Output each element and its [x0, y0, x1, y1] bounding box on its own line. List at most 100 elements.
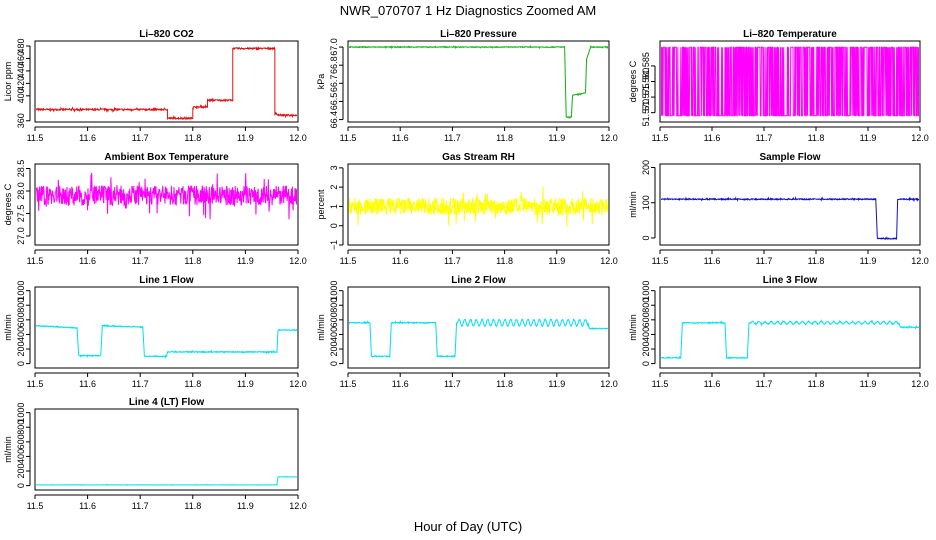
x-tick-label: 11.9 — [237, 256, 254, 266]
y-tick-label: 480 — [16, 38, 26, 53]
y-tick-label: 27.0 — [16, 227, 26, 245]
x-tick-label: 11.6 — [392, 133, 409, 143]
y-tick-label: 66.5 — [329, 93, 339, 111]
y-tick-label: 800 — [641, 298, 651, 313]
x-tick-label: 11.8 — [184, 133, 201, 143]
y-tick-label: 67.0 — [329, 38, 339, 56]
x-tick-label: 12.0 — [289, 133, 307, 143]
x-tick-label: 11.6 — [79, 501, 96, 511]
y-tick-label: 100 — [641, 195, 651, 210]
x-tick-label: 11.8 — [496, 256, 513, 266]
x-tick-label: 12.0 — [289, 256, 307, 266]
plot-frame — [34, 408, 299, 491]
x-tick-label: 11.7 — [444, 133, 461, 143]
panel-title: Line 4 (LT) Flow — [129, 397, 205, 408]
panel-licor_temp: Li–820 Temperature 11.5 11.6 11.7 11.8 11.9 12… — [628, 29, 929, 143]
y-tick-label: 200 — [641, 342, 651, 357]
x-tick-label: 12.0 — [600, 379, 618, 389]
panel-title: Line 2 Flow — [451, 275, 506, 286]
plot-frame — [34, 163, 299, 246]
y-tick-label: 1000 — [329, 281, 339, 301]
y-tick-label: 0 — [329, 223, 339, 228]
y-tick-label: 800 — [16, 420, 26, 435]
y-tick-label: 28.0 — [16, 182, 26, 200]
series-line-pressure — [349, 44, 608, 120]
x-tick-label: 11.7 — [756, 256, 773, 266]
y-tick-label: 600 — [329, 312, 339, 327]
x-tick-label: 11.8 — [184, 379, 201, 389]
x-tick-label: 11.7 — [756, 379, 773, 389]
x-tick-label: 11.9 — [860, 133, 877, 143]
y-tick-label: 0 — [16, 483, 26, 488]
x-tick-label: 11.6 — [79, 133, 96, 143]
y-tick-label: 400 — [16, 88, 26, 103]
y-axis-label: ml/min — [3, 314, 13, 341]
y-tick-label: 0 — [16, 361, 26, 366]
x-tick-label: 11.9 — [548, 256, 565, 266]
y-axis-label: degrees C — [3, 183, 13, 225]
panel-title: Li–820 CO2 — [139, 29, 194, 40]
figure-title: NWR_070707 1 Hz Diagnostics Zoomed AM — [340, 3, 597, 18]
x-tick-label: 12.0 — [289, 379, 307, 389]
y-tick-label: 400 — [329, 327, 339, 342]
series-line-licor_temp — [661, 46, 919, 117]
y-tick-label: 200 — [16, 342, 26, 357]
series-line-sample_flow — [661, 196, 919, 241]
x-tick-label: 11.9 — [237, 501, 254, 511]
panel-ambient: Ambient Box Temperature 11.5 11.6 11.7 11.8 1… — [3, 152, 307, 266]
x-tick-label: 11.6 — [79, 256, 96, 266]
plot-frame — [34, 40, 299, 123]
y-axis-label: kPa — [316, 74, 326, 90]
y-tick-label: 200 — [16, 464, 26, 479]
series-line-ambient — [36, 172, 297, 220]
x-tick-label: 12.0 — [911, 379, 929, 389]
x-tick-label: 12.0 — [289, 501, 307, 511]
y-tick-label: 27.5 — [16, 205, 26, 223]
series-line-line1 — [36, 324, 297, 360]
y-axis-label: ml/min — [628, 314, 638, 341]
y-tick-label: 0 — [329, 361, 339, 366]
y-tick-label: 66.7 — [329, 75, 339, 93]
y-tick-label: 28.5 — [16, 160, 26, 178]
panel-title: Line 1 Flow — [139, 275, 194, 286]
x-tick-label: 11.9 — [237, 379, 254, 389]
panel-co2: Li–820 CO2 11.5 11.6 11.7 11.8 11.9 12.0 360 400… — [3, 29, 307, 143]
panel-line4: Line 4 (LT) Flow 11.5 11.6 11.7 11.8 11.9 12.0… — [3, 397, 307, 511]
y-axis-label: ml/min — [316, 314, 326, 341]
y-tick-label: 600 — [16, 434, 26, 449]
plot-frame — [347, 40, 610, 123]
panel-line1: Line 1 Flow 11.5 11.6 11.7 11.8 11.9 12.0 0 2004… — [3, 275, 307, 389]
y-tick-label: 460 — [16, 51, 26, 66]
y-tick-label: 0 — [641, 235, 651, 240]
y-tick-label: 66.8 — [329, 56, 339, 74]
y-tick-label: 400 — [641, 327, 651, 342]
y-tick-label: 600 — [641, 312, 651, 327]
y-axis-label: ml/min — [3, 436, 13, 463]
x-tick-label: 11.7 — [132, 256, 149, 266]
x-tick-label: 11.9 — [860, 256, 877, 266]
x-tick-label: 11.5 — [340, 256, 357, 266]
x-tick-label: 11.8 — [184, 256, 201, 266]
series-line-line3 — [661, 319, 919, 360]
series-line-rh — [349, 186, 608, 227]
y-tick-label: 360 — [16, 113, 26, 128]
y-axis-label: degrees C — [628, 60, 638, 102]
y-tick-label: 3 — [329, 165, 339, 170]
panel-sample_flow: Sample Flow 11.5 11.6 11.7 11.8 11.9 12.0 0 100 2… — [628, 152, 929, 266]
panel-rh: Gas Stream RH 11.5 11.6 11.7 11.8 11.9 12.0 −1 0… — [316, 152, 618, 266]
x-tick-label: 11.5 — [27, 133, 44, 143]
series-line-line4 — [36, 475, 297, 486]
x-tick-label: 11.5 — [340, 133, 357, 143]
x-tick-label: 11.5 — [27, 379, 44, 389]
y-tick-label: 600 — [16, 312, 26, 327]
x-tick-label: 11.8 — [808, 256, 825, 266]
y-tick-label: 800 — [16, 298, 26, 313]
y-axis-label: ml/min — [628, 191, 638, 218]
x-tick-label: 12.0 — [600, 133, 618, 143]
panel-title: Gas Stream RH — [442, 152, 515, 163]
x-tick-label: 12.0 — [911, 256, 929, 266]
x-tick-label: 11.9 — [548, 133, 565, 143]
x-tick-label: 11.7 — [132, 133, 149, 143]
x-tick-label: 11.6 — [392, 379, 409, 389]
